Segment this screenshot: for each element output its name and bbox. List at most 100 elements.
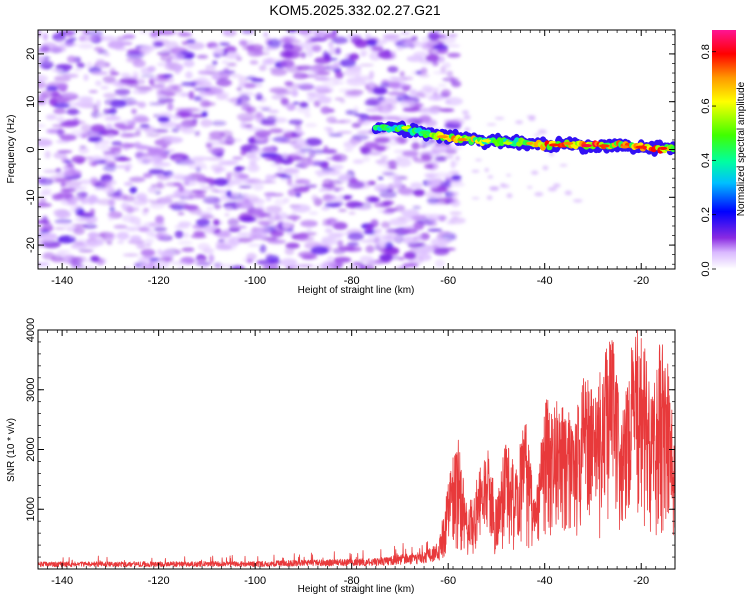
noise-blob [170, 261, 188, 265]
noise-blob [39, 45, 51, 53]
noise-blob [61, 92, 78, 97]
noise-blob [215, 93, 228, 101]
noise-blob [515, 120, 523, 124]
noise-blob [454, 161, 459, 166]
signal-peak [381, 127, 390, 131]
noise-blob [380, 155, 388, 161]
noise-blob [215, 264, 234, 267]
noise-blob [447, 52, 461, 58]
noise-blob [329, 169, 341, 176]
noise-blob [296, 65, 313, 71]
noise-blob [304, 184, 318, 188]
noise-blob [431, 149, 449, 154]
noise-blob [197, 70, 211, 75]
noise-blob [455, 155, 460, 161]
noise-blob [40, 90, 53, 99]
noise-blob [379, 190, 397, 199]
noise-blob [300, 74, 319, 78]
noise-blob [244, 83, 257, 89]
noise-blob [553, 183, 561, 188]
noise-blob [243, 193, 249, 199]
noise-blob [246, 178, 262, 184]
noise-blob [411, 141, 421, 151]
noise-blob [108, 107, 117, 115]
noise-blob [228, 236, 243, 245]
noise-blob [353, 105, 359, 113]
noise-blob [447, 182, 465, 187]
noise-blob [141, 264, 156, 269]
noise-blob [283, 167, 300, 175]
noise-blob [267, 239, 287, 245]
noise-blob [132, 89, 149, 95]
x-tick-label: -40 [537, 275, 553, 287]
noise-blob [298, 42, 314, 49]
noise-blob [86, 240, 105, 247]
noise-blob [377, 209, 384, 213]
noise-blob [167, 173, 185, 180]
noise-blob [360, 53, 367, 57]
x-tick-label: -140 [51, 275, 73, 287]
noise-blob [355, 206, 371, 210]
noise-blob [144, 238, 154, 245]
noise-blob [202, 196, 221, 205]
spectrogram-signal-track [371, 120, 675, 157]
x-tick-label: -120 [148, 275, 170, 287]
noise-blob [445, 221, 452, 225]
noise-blob [75, 100, 94, 108]
noise-blob [151, 77, 160, 83]
noise-blob [308, 68, 319, 77]
noise-blob [236, 113, 256, 121]
noise-blob [309, 37, 328, 42]
noise-blob [244, 124, 253, 128]
noise-blob [351, 134, 369, 141]
noise-blob [53, 151, 68, 159]
noise-blob [286, 30, 298, 33]
noise-blob [247, 243, 261, 247]
noise-blob [250, 147, 265, 155]
noise-blob [135, 129, 142, 135]
noise-blob [402, 76, 414, 81]
noise-blob [223, 228, 231, 238]
noise-blob [101, 179, 117, 186]
noise-blob [333, 201, 345, 206]
noise-blob [224, 45, 237, 54]
noise-blob [331, 153, 348, 163]
noise-blob [387, 138, 400, 146]
noise-blob [208, 254, 215, 263]
noise-blob [143, 208, 150, 212]
signal-peak [457, 138, 468, 142]
noise-blob [122, 195, 136, 202]
noise-blob [207, 147, 226, 154]
noise-blob [241, 30, 255, 34]
noise-blob [103, 185, 115, 194]
noise-blob [104, 98, 122, 106]
noise-blob [105, 123, 113, 130]
noise-blob [139, 124, 150, 129]
noise-blob [399, 71, 405, 77]
noise-blob [103, 108, 111, 115]
noise-blob [271, 136, 290, 143]
noise-blob [433, 94, 440, 100]
noise-blob [88, 90, 99, 93]
noise-blob [67, 200, 77, 205]
noise-blob [197, 258, 205, 265]
noise-blob [396, 46, 404, 51]
noise-blob [45, 114, 57, 121]
noise-blob [213, 203, 222, 210]
noise-blob [251, 78, 265, 83]
noise-blob [57, 128, 65, 137]
noise-blob [282, 39, 301, 44]
noise-blob [108, 146, 123, 151]
noise-blob [312, 85, 330, 91]
noise-blob [60, 42, 78, 47]
noise-blob [238, 237, 252, 243]
noise-blob [153, 41, 164, 48]
noise-blob [387, 66, 399, 73]
noise-blob [210, 120, 227, 126]
noise-blob [193, 95, 202, 102]
noise-blob [547, 187, 558, 192]
noise-blob [270, 174, 277, 180]
noise-blob [83, 199, 90, 203]
noise-blob [170, 52, 184, 61]
